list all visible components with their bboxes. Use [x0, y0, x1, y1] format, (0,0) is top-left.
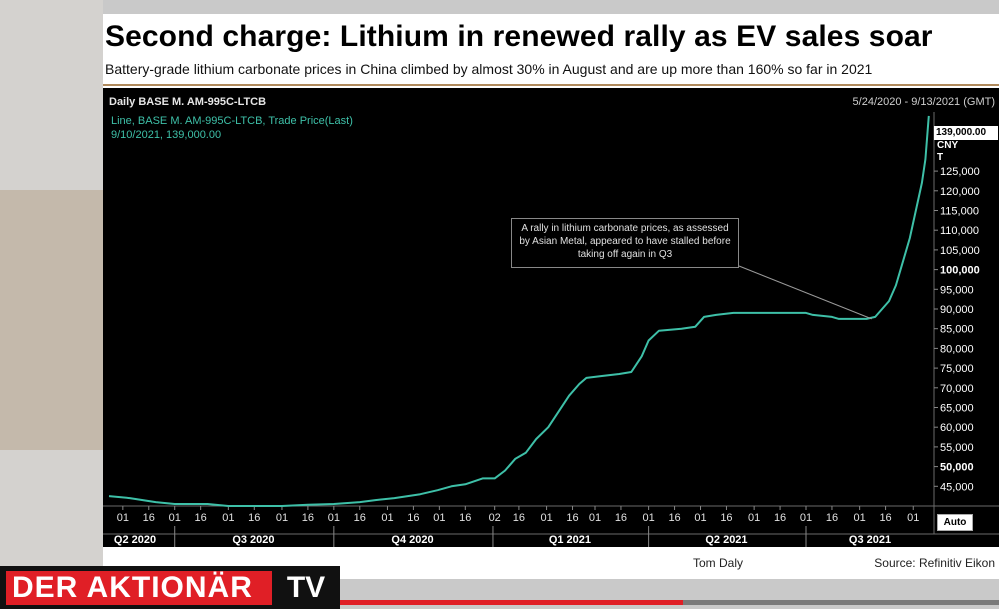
- x-tick-label: 16: [195, 512, 207, 524]
- x-tick-label: 01: [117, 512, 129, 524]
- quarter-label: Q4 2020: [391, 534, 433, 546]
- x-tick-label: 01: [540, 512, 552, 524]
- x-tick-label: 02: [489, 512, 501, 524]
- annotation-box: A rally in lithium carbonate prices, as …: [511, 218, 739, 268]
- y-tick-label: 50,000: [940, 462, 974, 474]
- x-tick-label: 16: [826, 512, 838, 524]
- price-line: [108, 115, 930, 507]
- y-tick-label: 120,000: [940, 186, 980, 198]
- auto-scale-button[interactable]: Auto: [937, 514, 973, 531]
- panel-title: Daily BASE M. AM-995C-LTCB: [109, 96, 267, 108]
- x-tick-label: 16: [407, 512, 419, 524]
- x-tick-label: 16: [248, 512, 260, 524]
- y-tick-label: 95,000: [940, 284, 974, 296]
- chart-svg: 45,000 50,000 55,000 60,000 65,000 70,000 75,0…: [103, 112, 999, 547]
- y-tick-label: 100,000: [940, 265, 980, 277]
- x-tick-label: 01: [800, 512, 812, 524]
- x-tick-label: 01: [433, 512, 445, 524]
- y-tick-label: 80,000: [940, 343, 974, 355]
- author: Tom Daly: [693, 556, 744, 570]
- quarter-label: Q1 2021: [549, 534, 591, 546]
- date-range: 5/24/2020 - 9/13/2021 (GMT): [852, 96, 995, 108]
- x-tick-label: 01: [907, 512, 919, 524]
- x-tick-label: 16: [513, 512, 525, 524]
- x-tick-label: 01: [381, 512, 393, 524]
- y-tick-label: 75,000: [940, 363, 974, 375]
- x-tick-label: 01: [589, 512, 601, 524]
- y-tick-label: 85,000: [940, 324, 974, 336]
- y-tick-label: 125,000: [940, 166, 980, 178]
- y-tick-label: 90,000: [940, 304, 974, 316]
- x-tick-label: 01: [169, 512, 181, 524]
- source: Source: Refinitiv Eikon: [874, 556, 995, 570]
- background-figure: [0, 190, 103, 450]
- brand-logo: DER AKTIONÄR: [6, 571, 272, 605]
- video-background-left: [0, 0, 103, 609]
- y-tick-label: 45,000: [940, 481, 974, 493]
- headline: Second charge: Lithium in renewed rally …: [105, 20, 933, 53]
- x-tick-label: 16: [302, 512, 314, 524]
- y-tick-label: 55,000: [940, 442, 974, 454]
- legend: Line, BASE M. AM-995C-LTCB, Trade Price(…: [111, 114, 353, 142]
- x-tick-label: 16: [879, 512, 891, 524]
- x-tick-label: 16: [615, 512, 627, 524]
- video-progress-fill: [340, 600, 683, 605]
- brand-logo-tv: TV: [286, 571, 326, 604]
- annotation-leader: [738, 265, 872, 320]
- x-tick-label: 16: [774, 512, 786, 524]
- x-tick-label: 01: [642, 512, 654, 524]
- y-tick-label: 115,000: [940, 206, 979, 218]
- x-tick-label: 16: [668, 512, 680, 524]
- x-tick-label: 01: [694, 512, 706, 524]
- last-value-tag: 139,000.00: [934, 126, 998, 140]
- y-tick-label: 60,000: [940, 422, 974, 434]
- y-unit-measure: T: [937, 152, 944, 163]
- chart-card: Second charge: Lithium in renewed rally …: [103, 14, 999, 579]
- x-tick-label: 01: [276, 512, 288, 524]
- video-progress-bar[interactable]: [340, 600, 999, 605]
- x-tick-label: 01: [328, 512, 340, 524]
- y-tick-label: 70,000: [940, 383, 974, 395]
- x-tick-label: 01: [222, 512, 234, 524]
- x-tick-label: 16: [720, 512, 732, 524]
- header-separator: [103, 84, 999, 86]
- x-tick-label: 01: [854, 512, 866, 524]
- x-tick-label: 01: [748, 512, 760, 524]
- y-tick-label: 105,000: [940, 245, 980, 257]
- chart-panel: 45,000 50,000 55,000 60,000 65,000 70,000 75,0…: [103, 88, 999, 547]
- legend-series-label: Line, BASE M. AM-995C-LTCB, Trade Price(…: [111, 115, 353, 127]
- quarter-label: Q3 2020: [232, 534, 274, 546]
- x-tick-label: 16: [143, 512, 155, 524]
- legend-last-value: 9/10/2021, 139,000.00: [111, 129, 222, 141]
- subheadline: Battery-grade lithium carbonate prices i…: [105, 61, 873, 77]
- x-tick-label: 16: [566, 512, 578, 524]
- quarter-label: Q2 2020: [114, 534, 156, 546]
- y-tick-label: 110,000: [940, 225, 979, 237]
- y-tick-label: 65,000: [940, 403, 974, 415]
- quarter-label: Q2 2021: [705, 534, 747, 546]
- x-tick-label: 16: [354, 512, 366, 524]
- y-unit: CNY T: [937, 140, 958, 164]
- x-tick-label: 16: [459, 512, 471, 524]
- quarter-label: Q3 2021: [849, 534, 891, 546]
- y-unit-currency: CNY: [937, 140, 959, 151]
